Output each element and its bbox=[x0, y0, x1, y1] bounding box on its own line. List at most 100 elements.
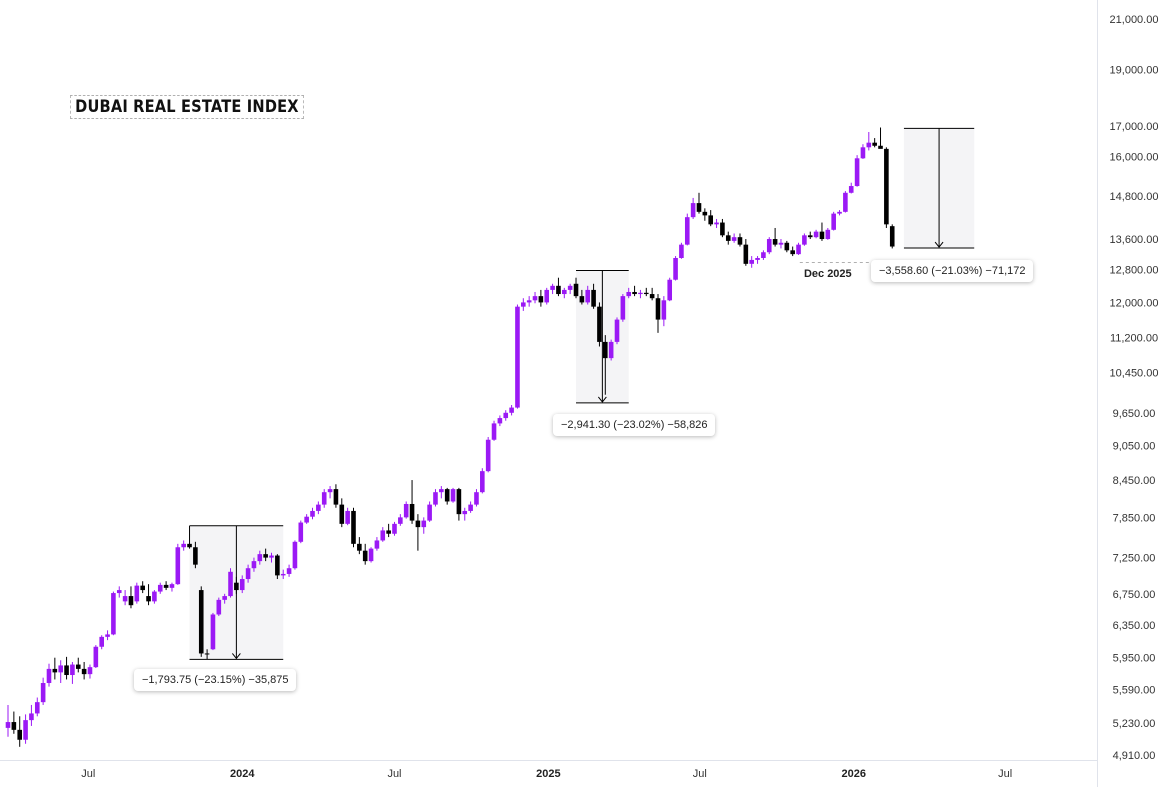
price-tick-label: 7,250.00 bbox=[1113, 553, 1156, 565]
measure-label-3[interactable]: −3,558.60 (−21.03%) −71,172 bbox=[871, 260, 1034, 282]
candle-body bbox=[345, 510, 350, 524]
candle-body bbox=[480, 471, 485, 493]
candle-body bbox=[286, 568, 292, 574]
candle-2024-05-27 bbox=[362, 543, 368, 565]
candle-2023-05-22 bbox=[52, 657, 58, 680]
price-tick-label: 12,800.00 bbox=[1110, 265, 1159, 277]
candle-body bbox=[614, 319, 620, 342]
measure-arrow-head bbox=[231, 653, 241, 660]
candle-2024-08-05 bbox=[421, 517, 427, 534]
candle-body bbox=[398, 517, 403, 524]
candle-body bbox=[749, 259, 754, 264]
candle-2023-06-05 bbox=[64, 656, 69, 680]
candle-2024-01-15 bbox=[251, 557, 257, 572]
candle-2024-02-26 bbox=[286, 564, 292, 577]
measure-label-2[interactable]: −2,941.30 (−23.02%) −58,826 bbox=[553, 414, 716, 436]
candle-2024-05-06 bbox=[345, 507, 350, 526]
candle-2025-11-10 bbox=[807, 231, 813, 240]
candle-2026-02-16 bbox=[889, 224, 895, 249]
candle-body bbox=[415, 520, 421, 528]
candle-body bbox=[169, 584, 175, 588]
time-tick-label: 2025 bbox=[536, 768, 560, 780]
candle-2024-01-08 bbox=[245, 564, 251, 583]
candle-body bbox=[503, 412, 509, 419]
candle-body bbox=[40, 683, 46, 703]
candle-2023-06-26 bbox=[81, 661, 87, 680]
candle-2025-07-21 bbox=[714, 218, 719, 228]
candle-body bbox=[708, 215, 713, 225]
candle-2025-02-24 bbox=[591, 283, 596, 309]
candle-2025-05-19 bbox=[661, 296, 667, 327]
candle-2024-12-30 bbox=[544, 287, 550, 305]
candle-body bbox=[93, 646, 99, 668]
candle-body bbox=[497, 418, 503, 424]
measure-label-1[interactable]: −1,793.75 (−23.15%) −35,875 bbox=[134, 669, 297, 691]
candle-2025-12-08 bbox=[831, 211, 836, 231]
candle-body bbox=[140, 585, 145, 591]
time-axis[interactable]: Jul 2024 Jul 2025 Jul 2026 Jul Dec 2025 bbox=[81, 268, 1012, 780]
candle-body bbox=[257, 554, 263, 562]
candle-body bbox=[602, 341, 608, 359]
candle-2025-08-11 bbox=[731, 233, 737, 243]
candle-2023-10-30 bbox=[187, 525, 192, 549]
candle-body bbox=[807, 235, 813, 238]
candle-2025-09-29 bbox=[772, 227, 778, 247]
candle-2024-08-19 bbox=[433, 489, 438, 507]
candle-2025-12-15 bbox=[837, 210, 842, 216]
candle-body bbox=[679, 244, 684, 258]
candle-2024-12-16 bbox=[532, 291, 538, 304]
candle-2024-12-23 bbox=[538, 289, 544, 307]
candle-body bbox=[737, 237, 743, 245]
price-tick-label: 5,230.00 bbox=[1113, 718, 1156, 730]
candle-body bbox=[632, 291, 637, 295]
candle-2023-07-24 bbox=[105, 630, 110, 641]
candle-body bbox=[403, 503, 409, 518]
price-tick-label: 5,590.00 bbox=[1113, 684, 1156, 696]
time-tick-label: 2024 bbox=[230, 768, 255, 780]
candle-2024-10-21 bbox=[485, 436, 491, 473]
candle-body bbox=[275, 555, 280, 576]
candle-body bbox=[327, 489, 333, 493]
candle-body bbox=[163, 584, 169, 588]
price-axis[interactable]: 21,000.00 19,000.00 17,000.00 16,000.00 14,8… bbox=[1110, 14, 1159, 762]
candle-body bbox=[556, 285, 561, 295]
candle-body bbox=[34, 702, 40, 714]
candle-body bbox=[731, 237, 737, 241]
candle-2023-04-17 bbox=[23, 714, 28, 744]
candle-body bbox=[439, 489, 444, 493]
candle-body bbox=[409, 503, 415, 521]
candle-2024-09-02 bbox=[444, 487, 450, 505]
candle-body bbox=[357, 543, 362, 551]
candle-body bbox=[638, 292, 643, 295]
candle-2024-09-09 bbox=[450, 487, 456, 503]
candle-body bbox=[29, 713, 34, 721]
measure-tool-1 bbox=[189, 525, 284, 660]
candle-body bbox=[280, 573, 286, 576]
candle-body bbox=[99, 636, 104, 647]
candle-2024-11-18 bbox=[509, 404, 514, 416]
candle-2025-09-15 bbox=[761, 250, 766, 260]
candle-2025-04-28 bbox=[643, 287, 649, 297]
candle-2023-10-23 bbox=[181, 540, 186, 551]
candle-2023-07-31 bbox=[111, 591, 116, 636]
candle-2024-02-05 bbox=[269, 552, 274, 563]
candle-2023-05-08 bbox=[40, 677, 46, 705]
measure-arrow-head bbox=[934, 241, 944, 248]
candle-body bbox=[17, 729, 23, 740]
candle-2024-08-26 bbox=[439, 486, 444, 499]
candle-body bbox=[591, 289, 596, 307]
price-tick-label: 10,450.00 bbox=[1110, 367, 1159, 379]
candle-2026-01-12 bbox=[860, 144, 866, 159]
candle-body bbox=[111, 593, 116, 635]
candle-2023-09-11 bbox=[146, 584, 151, 606]
candle-2025-01-27 bbox=[567, 283, 573, 295]
candle-2024-07-08 bbox=[398, 514, 403, 526]
candle-body bbox=[444, 489, 450, 502]
price-tick-label: 11,200.00 bbox=[1110, 332, 1158, 344]
candle-body bbox=[526, 300, 532, 303]
candle-2025-03-24 bbox=[614, 317, 620, 345]
candle-body bbox=[222, 596, 227, 600]
candle-2023-10-16 bbox=[175, 543, 181, 585]
candle-2025-06-02 bbox=[673, 256, 678, 281]
